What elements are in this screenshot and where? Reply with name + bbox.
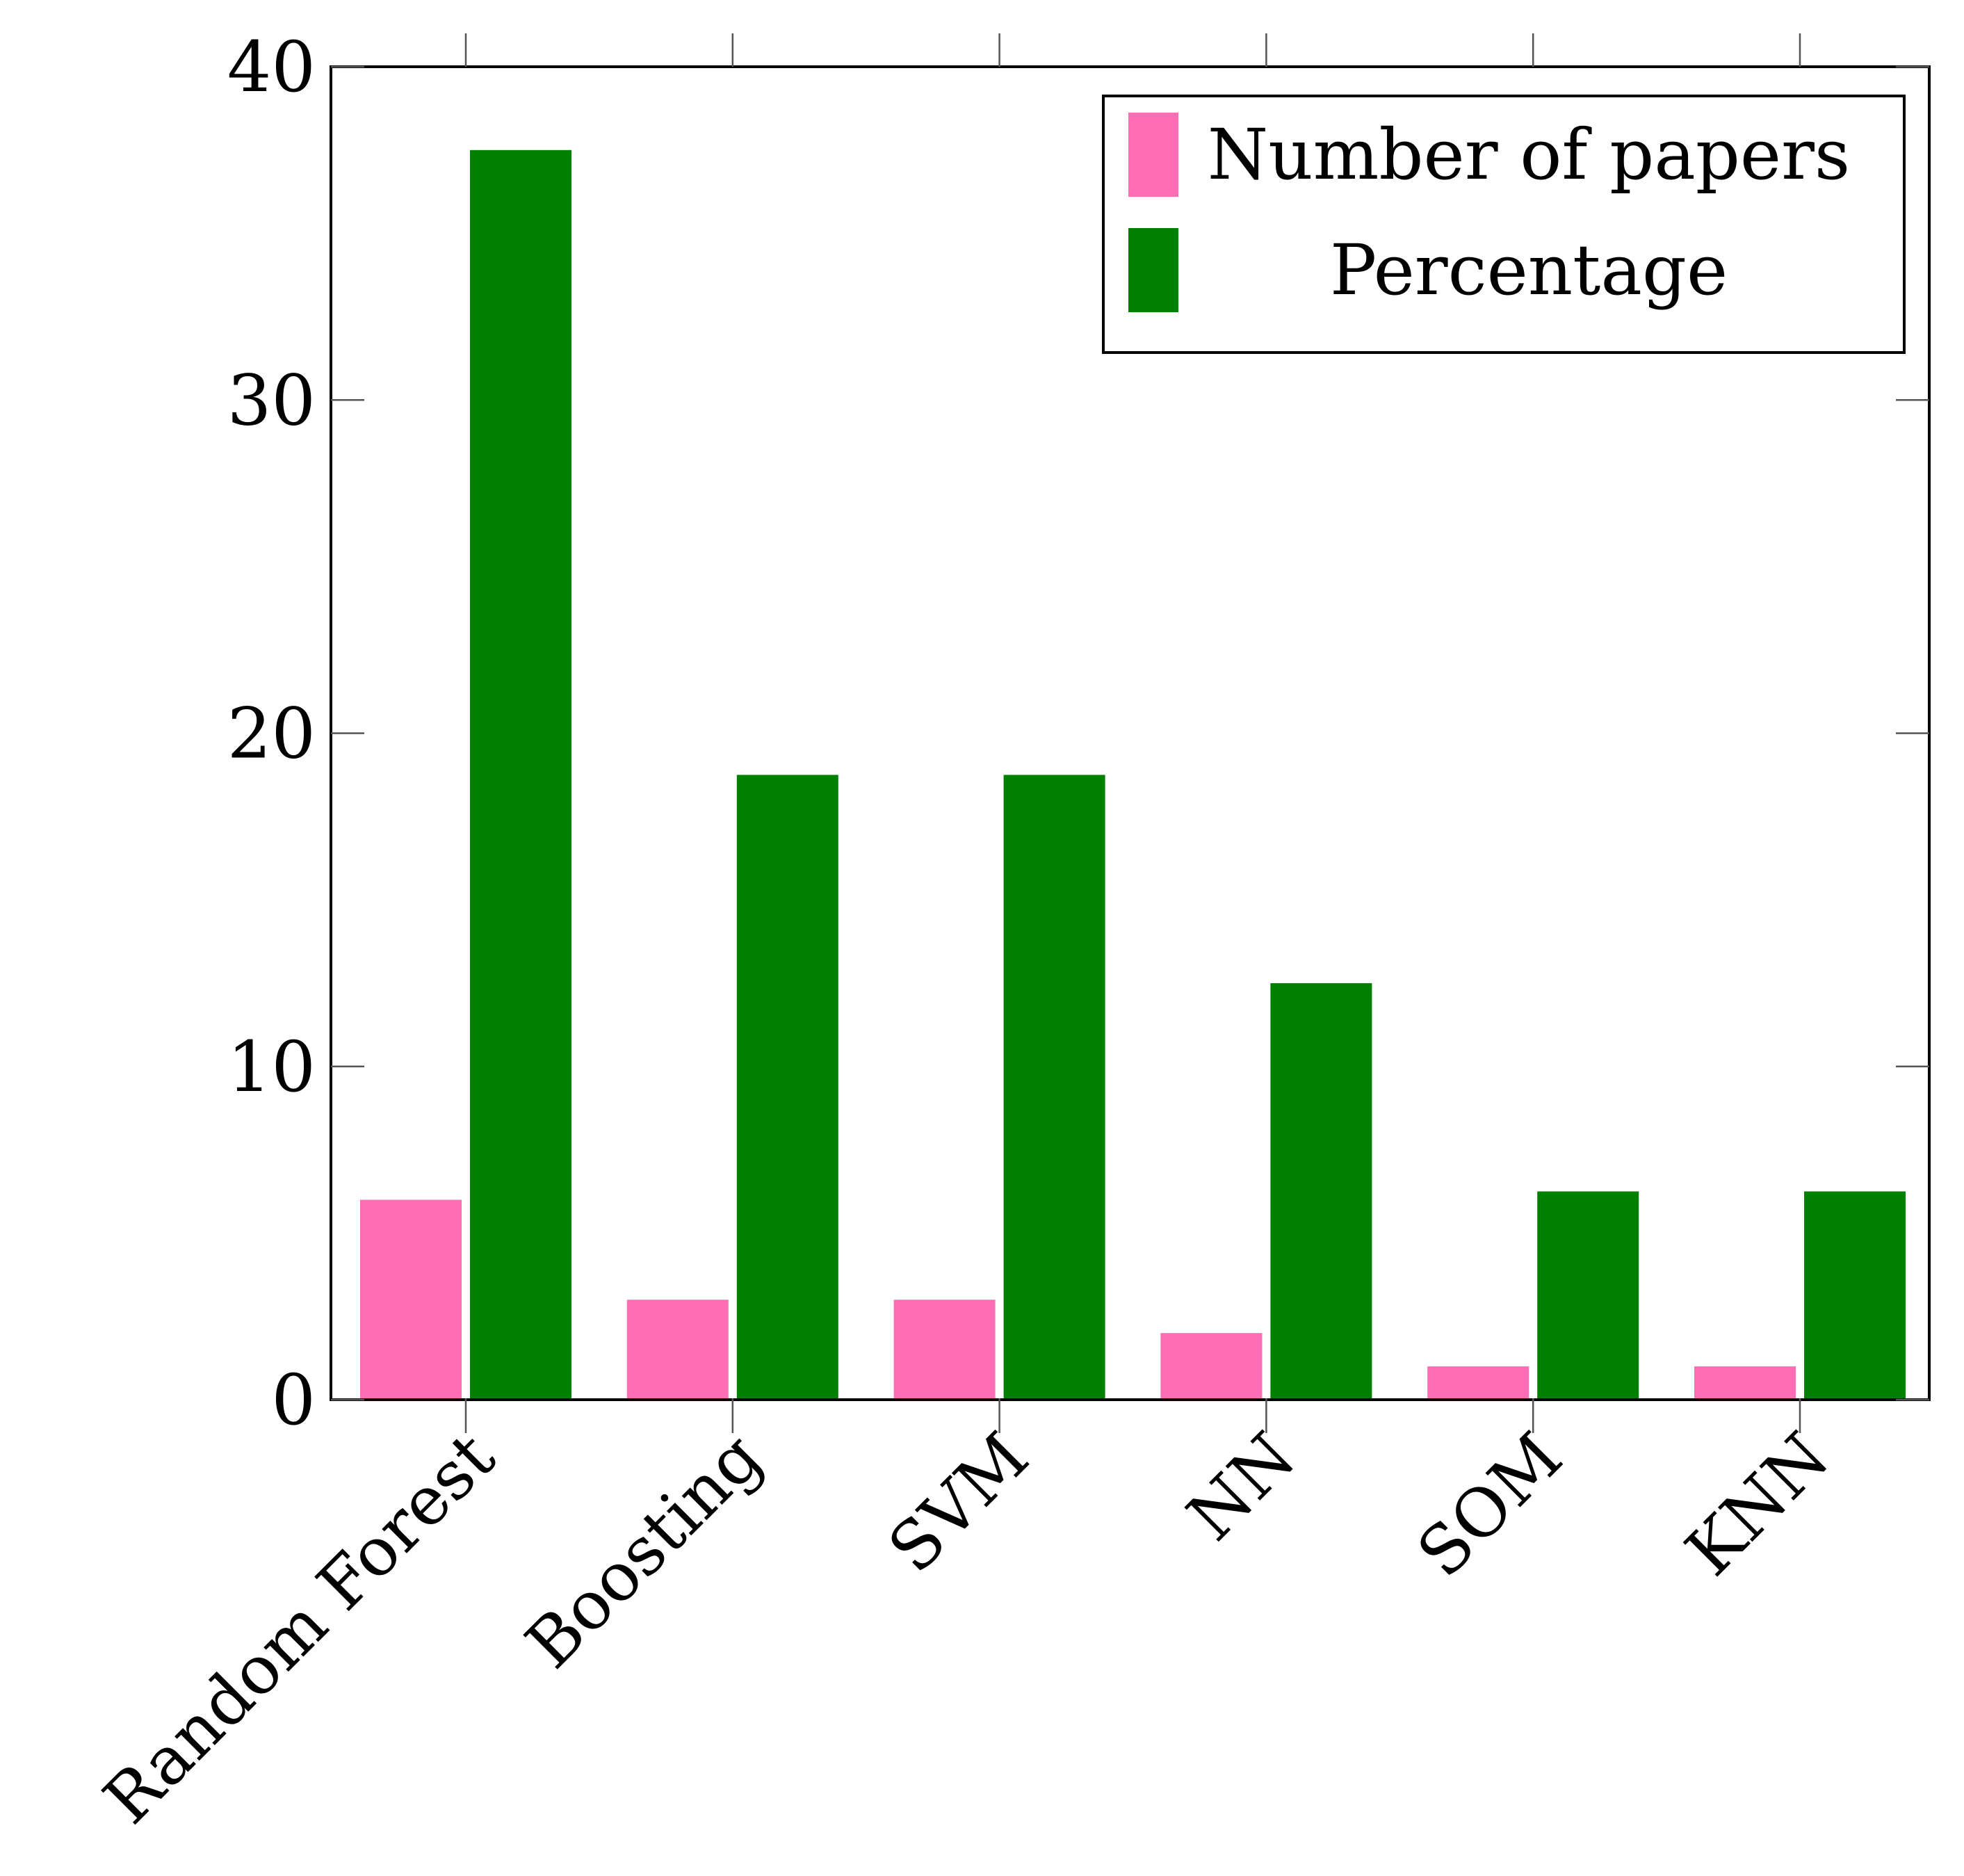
- bar-papers-knn: [1694, 1366, 1796, 1400]
- bar-percentage-boosting: [736, 775, 838, 1400]
- x-tick-label: SOM: [1402, 1418, 1577, 1592]
- bars-layer: [360, 149, 1906, 1400]
- bar-papers-boosting: [626, 1300, 729, 1400]
- bar-papers-som: [1427, 1366, 1529, 1400]
- legend-label: Number of papers: [1208, 114, 1850, 195]
- bar-percentage-som: [1537, 1191, 1639, 1400]
- legend-swatch: [1128, 113, 1178, 197]
- bar-percentage-svm: [1003, 775, 1105, 1400]
- y-tick-label: 40: [227, 26, 316, 108]
- bar-papers-svm: [893, 1300, 996, 1400]
- bar-percentage-nn: [1270, 983, 1372, 1400]
- y-tick-label: 20: [227, 693, 316, 775]
- bar-percentage-knn: [1804, 1191, 1906, 1400]
- x-tick-label: NN: [1173, 1418, 1310, 1555]
- x-tick-label: SVM: [874, 1418, 1044, 1587]
- y-axis: 0 10 20 30 40: [227, 26, 1929, 1441]
- x-tick-label: Boosting: [511, 1418, 777, 1683]
- legend: Number of papers Percentage: [1102, 95, 1906, 354]
- y-tick-label: 30: [227, 359, 316, 441]
- bar-papers-nn: [1160, 1333, 1263, 1400]
- legend-box: [1102, 95, 1906, 354]
- y-tick-label: 10: [227, 1026, 316, 1108]
- bar-percentage-random-forest: [470, 149, 571, 1400]
- y-tick-label: 0: [271, 1359, 316, 1441]
- legend-swatch: [1128, 228, 1178, 312]
- x-tick-label: KNN: [1671, 1418, 1844, 1591]
- x-tick-label: Random Forest: [89, 1418, 510, 1838]
- legend-label: Percentage: [1330, 229, 1728, 311]
- bar-papers-random-forest: [360, 1199, 462, 1400]
